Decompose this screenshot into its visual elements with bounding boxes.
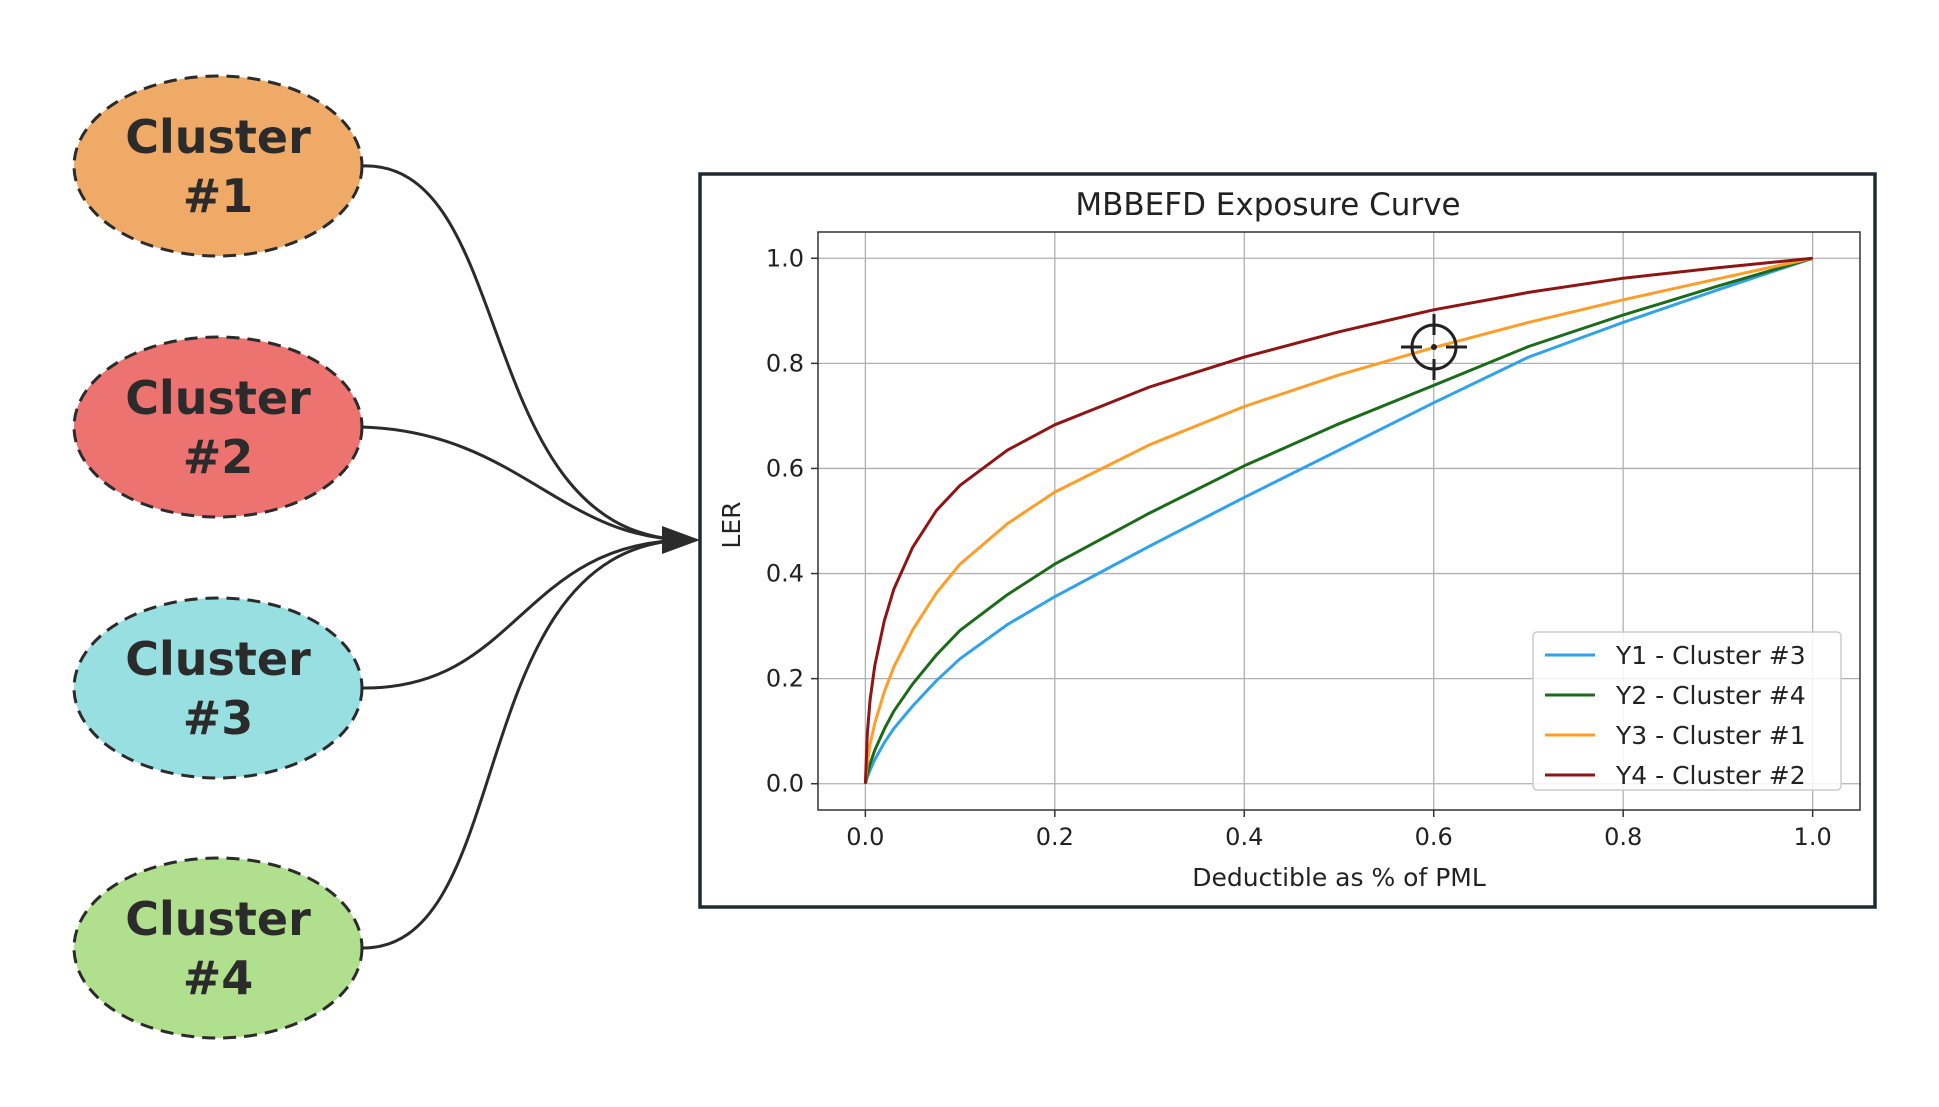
cluster-node-2[interactable]: Cluster #2	[72, 335, 364, 519]
connector-cluster-1	[361, 164, 691, 542]
cluster-node-4-shape	[72, 856, 364, 1040]
legend-entry-1: Y1 - Cluster #3	[1615, 641, 1806, 670]
arrowhead	[662, 526, 700, 554]
connector-cluster-3	[361, 538, 691, 690]
series-line-1	[863, 256, 1814, 785]
cluster-node-3[interactable]: Cluster #3	[72, 596, 364, 780]
x-tick-label: 0.2	[1036, 823, 1074, 851]
y-ticks: 0.0 0.2 0.4 0.6 0.8 1.0	[766, 244, 818, 798]
series-line-4	[863, 256, 1813, 784]
connector-cluster-2	[361, 425, 691, 542]
x-axis-label: Deductible as % of PML	[1192, 863, 1486, 892]
cluster-node-4-label-line2: #4	[183, 951, 254, 1005]
chart-legend: Y1 - Cluster #3 Y2 - Cluster #4 Y3 - Clust…	[1532, 631, 1842, 791]
y-tick-label: 1.0	[766, 244, 804, 272]
legend-frame	[1532, 631, 1842, 791]
x-ticks: 0.0 0.2 0.4 0.6 0.8 1.0	[846, 810, 1832, 851]
cluster-node-3-label-line2: #3	[183, 691, 254, 745]
x-tick-label: 0.0	[846, 823, 884, 851]
x-tick-label: 1.0	[1794, 823, 1832, 851]
cluster-node-2-label-line2: #2	[183, 430, 254, 484]
cluster-node-2-label-line1: Cluster	[125, 371, 311, 425]
connector-cluster-4	[361, 538, 691, 950]
y-tick-label: 0.0	[766, 770, 804, 798]
cluster-node-1-label-line1: Cluster	[125, 110, 311, 164]
cluster-node-4-label-line1: Cluster	[125, 892, 311, 946]
cluster-node-3-label-line1: Cluster	[125, 632, 311, 686]
series-line-3	[863, 256, 1813, 784]
y-tick-label: 0.2	[766, 665, 804, 693]
legend-entry-2: Y2 - Cluster #4	[1615, 681, 1806, 710]
chart-title: MBBEFD Exposure Curve	[1075, 187, 1460, 223]
plot-area	[817, 231, 1861, 811]
chart-panel: MBBEFD Exposure Curve 0.0 0.2 0.4 0.6 0.8 1.0…	[698, 172, 1877, 909]
cluster-node-1-shape	[72, 74, 364, 258]
y-tick-label: 0.4	[766, 560, 804, 588]
y-axis-label: LER	[717, 501, 746, 548]
x-tick-label: 0.6	[1415, 823, 1453, 851]
series-lines	[863, 256, 1814, 785]
y-tick-label: 0.8	[766, 349, 804, 377]
cluster-node-3-shape	[72, 596, 364, 780]
x-tick-label: 0.8	[1604, 823, 1642, 851]
x-tick-label: 0.4	[1225, 823, 1263, 851]
cluster-node-1-label-line2: #1	[183, 169, 254, 223]
cluster-node-1[interactable]: Cluster #1	[72, 74, 364, 258]
cluster-node-2-shape	[72, 335, 364, 519]
legend-entry-4: Y4 - Cluster #2	[1615, 761, 1806, 790]
cluster-node-4[interactable]: Cluster #4	[72, 856, 364, 1040]
y-tick-label: 0.6	[766, 454, 804, 482]
crosshair-cursor-icon	[1401, 314, 1467, 380]
series-line-2	[863, 256, 1814, 784]
legend-entry-3: Y3 - Cluster #1	[1615, 721, 1806, 750]
